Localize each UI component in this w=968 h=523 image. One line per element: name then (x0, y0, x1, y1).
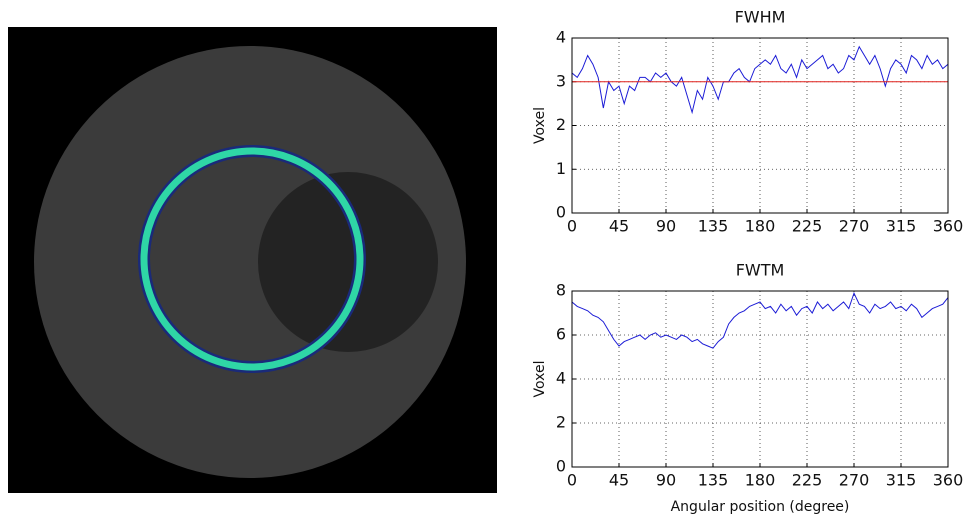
x-tick-label: 45 (609, 471, 629, 490)
x-tick-label: 0 (567, 471, 577, 490)
y-tick-label: 0 (556, 203, 566, 222)
phantom-image (8, 27, 497, 493)
x-tick-label: 270 (839, 217, 870, 236)
y-tick-label: 3 (556, 71, 566, 90)
x-tick-label: 135 (698, 217, 729, 236)
x-tick-label: 90 (656, 217, 676, 236)
chart-title: FWTM (736, 261, 785, 280)
y-axis-label: Voxel (532, 361, 548, 398)
chart-title: FWHM (735, 8, 786, 27)
x-axis-label: Angular position (degree) (671, 499, 850, 515)
y-tick-label: 6 (556, 325, 566, 344)
y-tick-label: 2 (556, 115, 566, 134)
x-tick-label: 135 (698, 471, 729, 490)
x-tick-label: 360 (933, 471, 964, 490)
figure: 0 45 90 135 180 225 270 315 360 0 1 2 3 4 FWHM Voxel 0 45… (0, 0, 968, 519)
y-tick-label: 4 (556, 28, 566, 47)
x-tick-label: 45 (609, 217, 629, 236)
x-tick-label: 360 (933, 217, 964, 236)
x-tick-label: 315 (886, 471, 917, 490)
y-tick-label: 1 (556, 159, 566, 178)
x-tick-label: 90 (656, 471, 676, 490)
y-tick-label: 4 (556, 369, 566, 388)
x-tick-label: 0 (567, 217, 577, 236)
x-tick-label: 180 (745, 471, 776, 490)
y-axis-label: Voxel (532, 107, 548, 144)
x-tick-label: 225 (792, 471, 823, 490)
x-tick-label: 225 (792, 217, 823, 236)
y-tick-label: 0 (556, 457, 566, 476)
x-tick-label: 180 (745, 217, 776, 236)
x-tick-label: 315 (886, 217, 917, 236)
x-tick-label: 270 (839, 471, 870, 490)
y-tick-label: 2 (556, 413, 566, 432)
y-tick-label: 8 (556, 281, 566, 300)
